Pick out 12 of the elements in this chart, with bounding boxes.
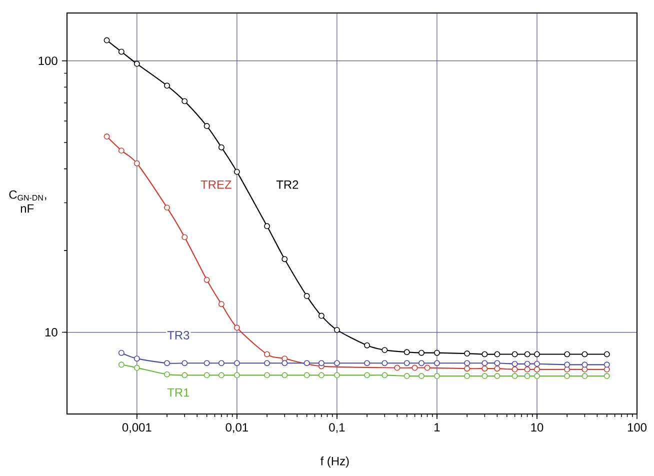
x-tick-label: 0,01: [226, 423, 248, 434]
series-label: TR3: [167, 331, 190, 340]
x-axis-title: f (Hz): [320, 456, 349, 468]
x-tick-label: 100: [628, 423, 647, 432]
series-label: TR1: [167, 388, 190, 397]
x-tick-label: 0,1: [329, 423, 345, 434]
x-tick-label: 0,001: [122, 423, 152, 434]
text: TREZ: [200, 180, 232, 189]
x-tick-label: 1: [434, 423, 440, 432]
text: TR2: [276, 180, 298, 189]
y-axis-title: C$_{GN-DN}$, nF: [9, 190, 46, 213]
x-tick-label: 10: [531, 423, 544, 432]
